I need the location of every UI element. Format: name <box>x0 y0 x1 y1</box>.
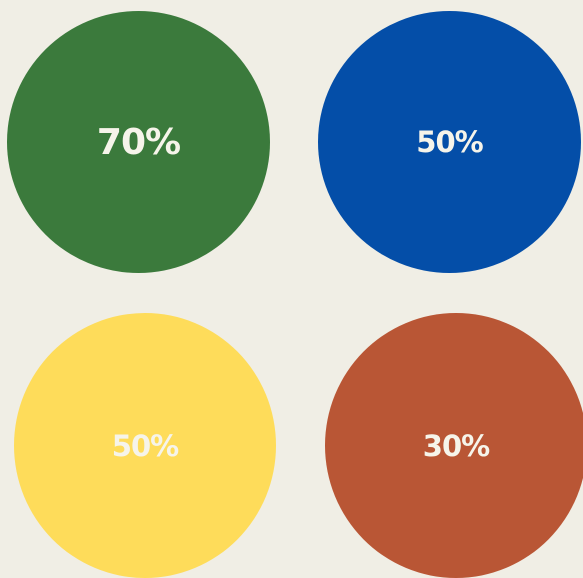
percentage-circle-yellow: 50% <box>14 313 276 578</box>
percentage-label: 50% <box>416 125 483 159</box>
percentage-circle-blue: 50% <box>318 11 581 273</box>
percentage-circle-rust: 30% <box>325 313 583 578</box>
percentage-label: 50% <box>111 428 179 463</box>
percentage-label: 30% <box>422 428 490 463</box>
percentage-label: 70% <box>96 121 181 163</box>
percentage-circle-green: 70% <box>7 11 270 273</box>
